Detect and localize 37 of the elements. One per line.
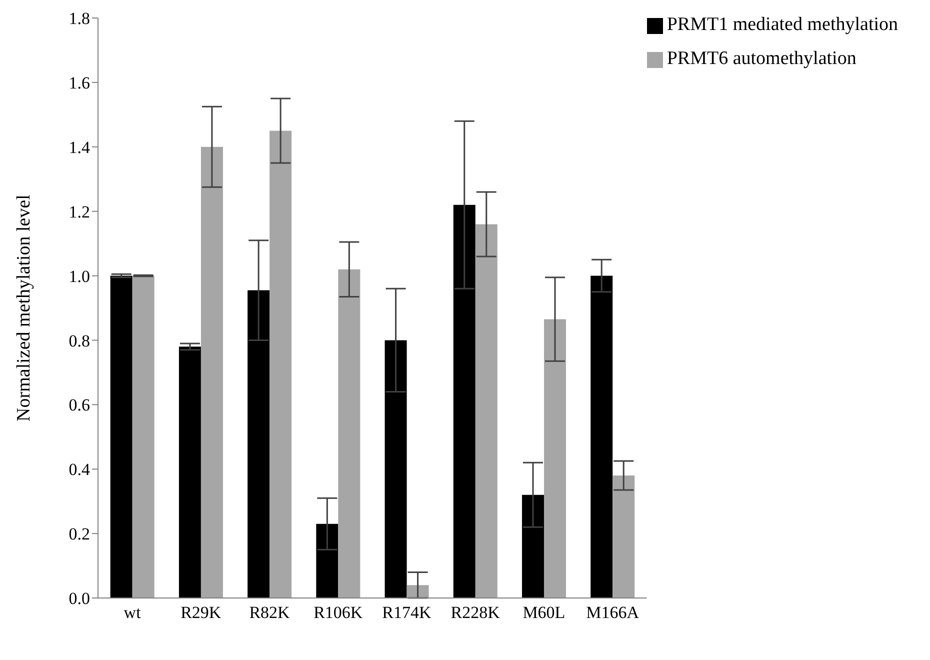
y-tick-label: 1.8	[68, 9, 90, 28]
bar	[590, 276, 613, 598]
x-tick-label: R174K	[382, 603, 432, 622]
x-tick-label: R29K	[180, 603, 222, 622]
bar	[132, 276, 154, 598]
y-tick-label: 0.4	[68, 460, 90, 480]
bar	[475, 224, 498, 598]
legend-label: PRMT1 mediated methylation	[666, 14, 898, 35]
bar	[453, 204, 476, 598]
bar	[384, 340, 407, 598]
bar	[200, 146, 223, 598]
y-axis-title: Normalized methylation level	[14, 194, 35, 422]
bar	[522, 494, 544, 598]
bar	[178, 346, 201, 598]
x-tick-label: R106K	[314, 603, 364, 622]
y-tick-label: 1.2	[68, 202, 90, 222]
legend-label: PRMT6 automethylation	[666, 48, 856, 69]
y-tick-label: 1.6	[68, 73, 90, 92]
x-tick-label: R82K	[249, 603, 291, 622]
bar	[270, 130, 292, 598]
x-tick-label: R228K	[450, 603, 501, 622]
bar	[338, 269, 360, 598]
y-tick-label: 1.0	[68, 266, 90, 286]
y-tick-label: 0.0	[68, 589, 90, 608]
y-tick-label: 0.2	[68, 524, 90, 544]
bar	[612, 476, 635, 598]
y-tick-label: 0.8	[68, 331, 90, 350]
y-tick-label: 1.4	[68, 138, 90, 157]
x-tick-label: M166A	[586, 603, 640, 622]
bar	[544, 319, 566, 598]
bar	[316, 524, 338, 598]
bar	[110, 276, 132, 598]
bar	[248, 290, 270, 598]
x-tick-label: wt	[124, 603, 142, 622]
x-tick-label: M60L	[522, 603, 566, 622]
bar	[406, 585, 429, 598]
y-tick-label: 0.6	[68, 396, 90, 415]
